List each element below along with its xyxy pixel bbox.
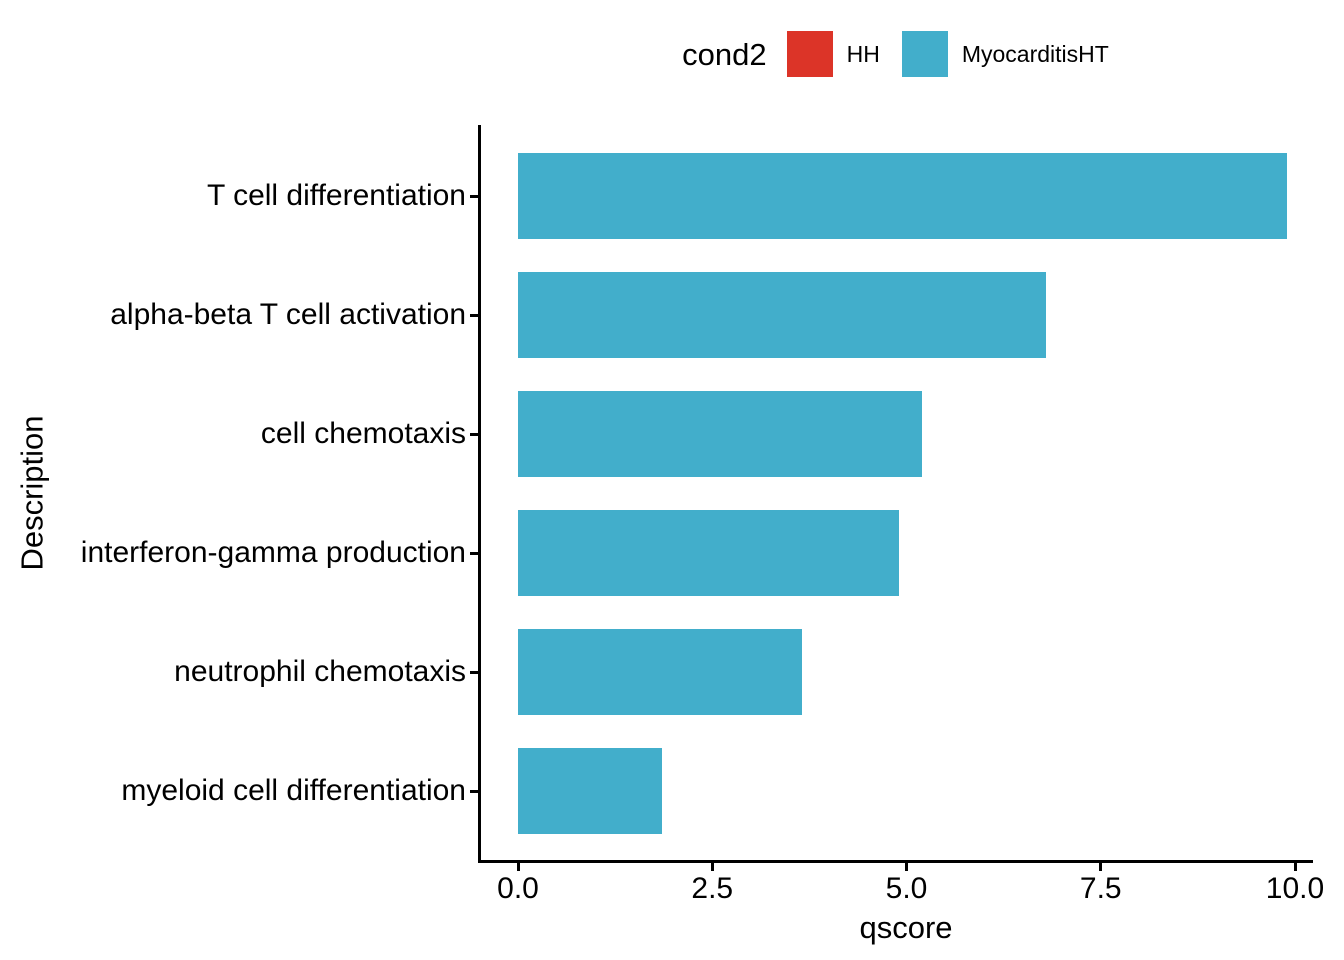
legend-label: MyocarditisHT: [961, 40, 1109, 67]
x-tick-label: 2.5: [691, 872, 734, 905]
y-category-label: T cell differentiation: [206, 179, 466, 212]
legend: cond2 HH MyocarditisHT: [478, 28, 1313, 80]
y-tick: [470, 313, 478, 317]
legend-key-MyocarditisHT: [901, 31, 948, 77]
bar-MyocarditisHT: [518, 153, 1288, 239]
legend-items: HH MyocarditisHT: [786, 31, 1109, 77]
x-tick: [516, 863, 520, 871]
x-axis-title: qscore: [859, 910, 953, 945]
bar-MyocarditisHT: [518, 510, 899, 596]
x-tick: [905, 863, 908, 871]
y-tick: [470, 194, 478, 198]
legend-key-HH: [786, 31, 833, 77]
y-tick: [470, 670, 478, 674]
x-axis-line: [478, 860, 1313, 863]
legend-label: HH: [846, 40, 880, 67]
x-tick: [1293, 863, 1297, 871]
y-axis-line: [478, 125, 481, 863]
bar-MyocarditisHT: [518, 748, 662, 834]
x-tick-label: 5.0: [885, 872, 928, 905]
x-tick: [1099, 863, 1103, 871]
y-category-label: alpha-beta T cell activation: [110, 298, 466, 331]
y-tick: [470, 432, 478, 436]
y-tick: [470, 551, 478, 555]
bar-MyocarditisHT: [518, 391, 923, 477]
x-tick-label: 10.0: [1265, 872, 1325, 905]
y-tick: [470, 789, 478, 793]
y-axis-title: Description: [14, 415, 50, 571]
legend-title: cond2: [682, 36, 767, 72]
x-tick-label: 0.0: [497, 872, 539, 905]
x-tick-label: 7.5: [1079, 872, 1122, 905]
y-category-label: neutrophil chemotaxis: [174, 655, 466, 688]
y-category-label: cell chemotaxis: [260, 417, 466, 450]
y-category-label: interferon-gamma production: [80, 536, 466, 569]
bar-MyocarditisHT: [518, 272, 1047, 358]
x-tick: [710, 863, 714, 871]
bar-MyocarditisHT: [518, 629, 802, 715]
y-category-label: myeloid cell differentiation: [121, 774, 466, 807]
